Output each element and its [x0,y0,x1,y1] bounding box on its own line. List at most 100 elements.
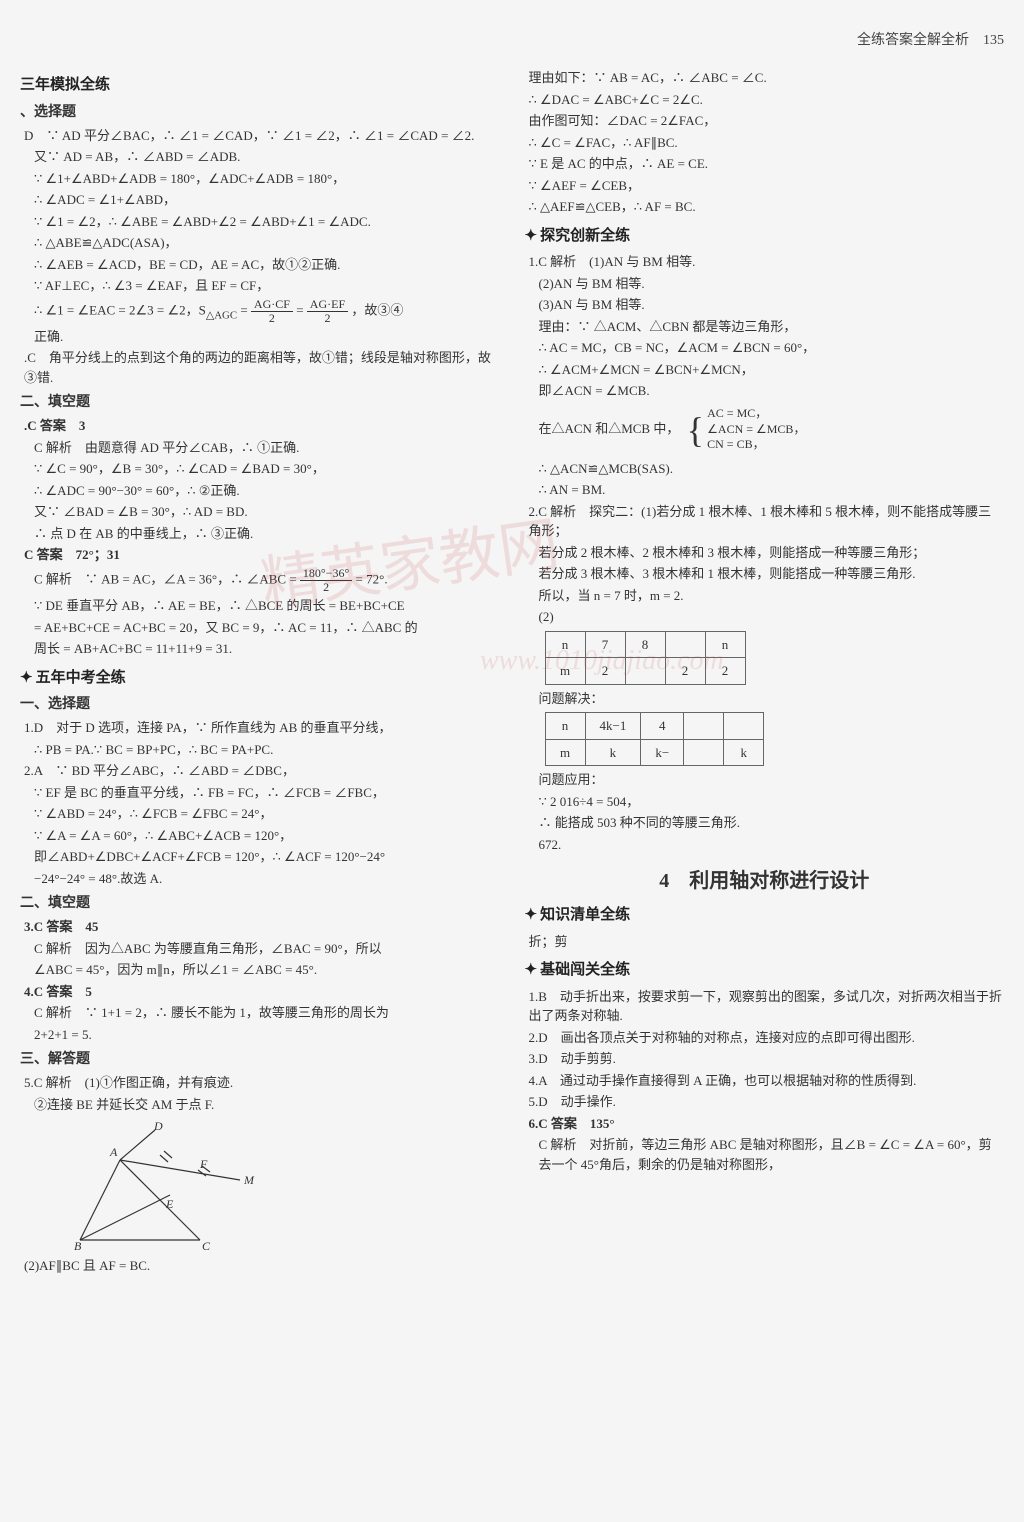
table-row: m222 [545,658,745,685]
r-line: ∴ ∠DAC = ∠ABC+∠C = 2∠C. [525,90,1005,110]
q4-explain: C 解析 ∵ 1+1 = 2，∴ 腰长不能为 1，故等腰三角形的周长为 [20,1003,500,1023]
b5: 5.D 动手操作. [525,1092,1005,1112]
p2-explain: C 解析 由题意得 AD 平分∠CAB，∴ ①正确. [20,438,500,458]
p2-line: ∴ 点 D 在 AB 的中垂线上，∴ ③正确. [20,524,500,544]
p3-line: = AE+BC+CE = AC+BC = 20，又 BC = 9，∴ AC = … [20,618,500,638]
e2-line: ∴ 能搭成 503 种不同的等腰三角形. [525,813,1005,833]
table-row: n4k−14 [545,713,764,740]
q5: 5.C 解析 (1)①作图正确，并有痕迹. [20,1073,500,1093]
header-text: 全练答案全解全析 [857,33,969,48]
p1-line: ∴ △ABE≌△ADC(ASA)， [20,233,500,253]
r-line: ∴ △AEF≌△CEB，∴ AF = BC. [525,197,1005,217]
p3-answer: C 答案 72°；31 [20,545,500,565]
e1: 1.C 解析 (1)AN 与 BM 相等. [525,252,1005,272]
subsection-fill2: 二、填空题 [20,893,500,914]
e1-line: ∴ ∠ACM+∠MCN = ∠BCN+∠MCN， [525,360,1005,380]
content-columns: 三年模拟全练 、选择题 D ∵ AD 平分∠BAC，∴ ∠1 = ∠CAD，∵ … [20,66,1004,1278]
problem-1c: .C 角平分线上的点到这个角的两边的距离相等，故①错；线段是轴对称图形，故③错. [20,348,500,387]
e2-line: 若分成 2 根木棒、2 根木棒和 3 根木棒，则能搭成一种等腰三角形； [525,543,1005,563]
p3-explain: C 解析 ∵ AB = AC，∠A = 36°，∴ ∠ABC = 180°−36… [20,567,500,594]
subsection-choice: 、选择题 [20,102,500,123]
e2-line: 若分成 3 根木棒、3 根木棒和 1 根木棒，则能搭成一种等腰三角形. [525,564,1005,584]
page-number: 135 [983,33,1004,48]
e1-line: ∴ △ACN≌△MCB(SAS). [525,459,1005,479]
subsection-fill: 二、填空题 [20,392,500,413]
q2-line: ∵ ∠ABD = 24°，∴ ∠FCB = ∠FBC = 24°， [20,804,500,824]
b6-answer: 6.C 答案 135° [525,1114,1005,1134]
p2-line: 又∵ ∠BAD = ∠B = 30°，∴ AD = BD. [20,502,500,522]
svg-text:F: F [199,1157,208,1171]
subsection-solve: 三、解答题 [20,1049,500,1070]
q3-answer: 3.C 答案 45 [20,917,500,937]
q2-line: 即∠ABD+∠DBC+∠ACF+∠FCB = 120°，∴ ∠ACF = 120… [20,847,500,867]
e1-line: ∴ AN = BM. [525,480,1005,500]
e1-line: (3)AN 与 BM 相等. [525,295,1005,315]
b4: 4.A 通过动手操作直接得到 A 正确，也可以根据轴对称的性质得到. [525,1071,1005,1091]
svg-text:M: M [243,1173,255,1187]
q3-line: ∠ABC = 45°，因为 m∥n，所以∠1 = ∠ABC = 45°. [20,960,500,980]
svg-text:A: A [109,1145,118,1159]
svg-text:B: B [74,1239,82,1250]
table-2: n4k−14 mkk−k [545,712,765,766]
r-line: ∵ E 是 AC 的中点，∴ AE = CE. [525,154,1005,174]
svg-text:C: C [202,1239,211,1250]
p1-line: ∴ ∠1 = ∠EAC = 2∠3 = ∠2，S△AGC = AG·CF2 = … [20,298,500,325]
q1: 1.D 对于 D 选项，连接 PA，∵ 所作直线为 AB 的垂直平分线， [20,718,500,738]
svg-text:E: E [165,1197,174,1211]
e2-line: 所以，当 n = 7 时，m = 2. [525,586,1005,606]
e2-line: 问题解决： [525,689,1005,709]
e1-line: 在△ACN 和△MCB 中， { AC = MC， ∠ACN = ∠MCB， C… [525,403,1005,457]
p1-line: ∵ ∠1+∠ABD+∠ADB = 180°，∠ADC+∠ADB = 180°， [20,169,500,189]
q2-line: ∵ ∠A = ∠A = 60°，∴ ∠ABC+∠ACB = 120°， [20,826,500,846]
p1-line: ∴ ∠AEB = ∠ACD，BE = CD，AE = AC，故①②正确. [20,255,500,275]
e1-line: 理由：∵ △ACM、△CBN 都是等边三角形， [525,317,1005,337]
section-exam: 五年中考全练 [20,667,500,690]
p1-line: 正确. [20,327,500,347]
q2-line: ∵ EF 是 BC 的垂直平分线，∴ FB = FC，∴ ∠FCB = ∠FBC… [20,783,500,803]
q5-end: (2)AF∥BC 且 AF = BC. [20,1256,500,1276]
q3-explain: C 解析 因为△ABC 为等腰直角三角形，∠BAC = 90°，所以 [20,939,500,959]
b6-explain: C 解析 对折前，等边三角形 ABC 是轴对称图形，且∠B = ∠C = ∠A … [525,1135,1005,1174]
e2: 2.C 解析 探究二：(1)若分成 1 根木棒、1 根木棒和 5 根木棒，则不能… [525,502,1005,541]
k1: 折；剪 [525,932,1005,952]
p1-line: ∵ ∠1 = ∠2，∴ ∠ABE = ∠ABD+∠2 = ∠ABD+∠1 = ∠… [20,212,500,232]
b1: 1.B 动手折出来，按要求剪一下，观察剪出的图案，多试几次，对折两次相当于折出了… [525,987,1005,1026]
e2-line: ∵ 2 016÷4 = 504， [525,792,1005,812]
table-1: n78n m222 [545,631,746,685]
table-row: n78n [545,631,745,658]
p3-line: 周长 = AB+AC+BC = 11+11+9 = 31. [20,639,500,659]
e1-line: (2)AN 与 BM 相等. [525,274,1005,294]
left-column: 三年模拟全练 、选择题 D ∵ AD 平分∠BAC，∴ ∠1 = ∠CAD，∵ … [20,66,500,1278]
table-row: mkk−k [545,739,764,766]
p2-line: ∵ ∠C = 90°，∠B = 30°，∴ ∠CAD = ∠BAD = 30°， [20,459,500,479]
page-header: 全练答案全解全析 135 [20,30,1004,51]
e2-line: (2) [525,607,1005,627]
q2: 2.A ∵ BD 平分∠ABC，∴ ∠ABD = ∠DBC， [20,761,500,781]
q4-answer: 4.C 答案 5 [20,982,500,1002]
e1-line: 即∠ACN = ∠MCB. [525,381,1005,401]
right-column: 理由如下：∵ AB = AC，∴ ∠ABC = ∠C. ∴ ∠DAC = ∠AB… [525,66,1005,1278]
p2-line: ∴ ∠ADC = 90°−30° = 60°，∴ ②正确. [20,481,500,501]
b2: 2.D 画出各顶点关于对称轴的对称点，连接对应的点即可得出图形. [525,1028,1005,1048]
q5-line: ②连接 BE 并延长交 AM 于点 F. [20,1095,500,1115]
geometry-diagram: B C A D F M E [60,1120,260,1250]
q1-line: ∴ PB = PA.∵ BC = BP+PC，∴ BC = PA+PC. [20,740,500,760]
section-explore: 探究创新全练 [525,225,1005,248]
q2-line: −24°−24° = 48°.故选 A. [20,869,500,889]
b3: 3.D 动手剪剪. [525,1049,1005,1069]
q4-line: 2+2+1 = 5. [20,1025,500,1045]
p1-line: 又∵ AD = AB，∴ ∠ABD = ∠ADB. [20,147,500,167]
problem-1d: D ∵ AD 平分∠BAC，∴ ∠1 = ∠CAD，∵ ∠1 = ∠2，∴ ∠1… [20,126,500,146]
svg-text:D: D [153,1120,163,1133]
r-line: 理由如下：∵ AB = AC，∴ ∠ABC = ∠C. [525,68,1005,88]
p1-line: ∵ AF⊥EC，∴ ∠3 = ∠EAF，且 EF = CF， [20,276,500,296]
subsection-choice2: 一、选择题 [20,694,500,715]
p1-line: ∴ ∠ADC = ∠1+∠ABD， [20,190,500,210]
section-knowledge: 知识清单全练 [525,904,1005,927]
chapter-title: 4 利用轴对称进行设计 [525,866,1005,896]
r-line: 由作图可知：∠DAC = 2∠FAC， [525,111,1005,131]
e2-line: 672. [525,835,1005,855]
section-basic: 基础闯关全练 [525,959,1005,982]
r-line: ∴ ∠C = ∠FAC，∴ AF∥BC. [525,133,1005,153]
p2-answer: .C 答案 3 [20,416,500,436]
